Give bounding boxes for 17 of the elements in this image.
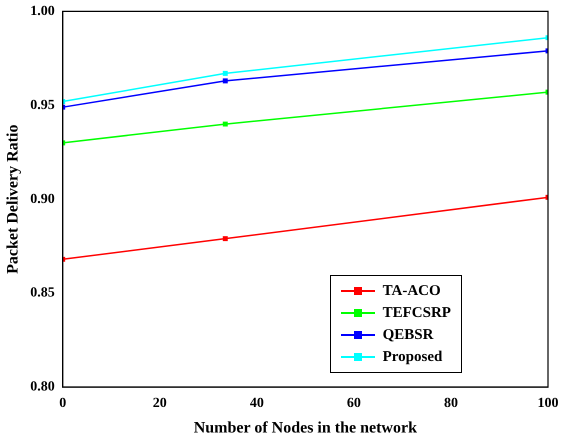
y-tick-label: 0.85 — [30, 286, 55, 301]
legend-label: TEFCSRP — [382, 304, 451, 322]
x-tick-label: 0 — [59, 396, 66, 412]
x-tick-label: 60 — [346, 396, 361, 412]
y-axis-title: Packet Delivery Ratio — [4, 124, 22, 274]
legend-label: TA-ACO — [382, 282, 442, 300]
y-tick-label: 0.80 — [30, 380, 55, 395]
x-tick-label: 100 — [538, 396, 558, 412]
y-tick-label: 1.00 — [30, 4, 55, 20]
legend-label: QEBSR — [382, 326, 435, 344]
x-tick-label: 80 — [444, 396, 458, 412]
legend-label: Proposed — [382, 348, 444, 366]
y-tick-label: 0.90 — [30, 192, 55, 207]
x-tick-label: 40 — [250, 396, 264, 412]
x-tick-label: 20 — [152, 396, 167, 412]
x-axis-title: Number of Nodes in the network — [194, 420, 418, 437]
y-tick-label: 0.95 — [30, 98, 55, 113]
